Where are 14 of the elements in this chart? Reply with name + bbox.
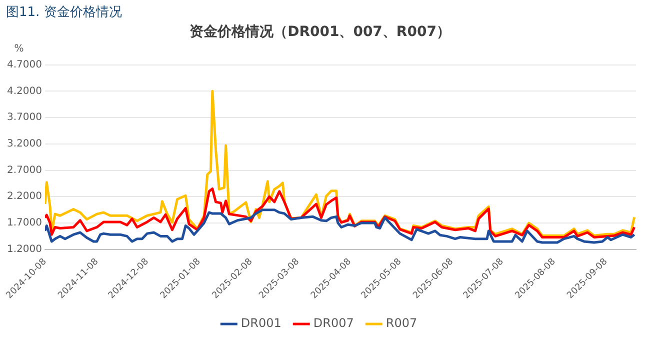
y-tick-label: 1.7000 [6, 218, 42, 229]
y-tick-label: 3.2000 [6, 138, 42, 150]
legend-label: R007 [386, 316, 418, 330]
y-tick-label: 4.2000 [6, 86, 42, 97]
y-axis-title: % [14, 43, 24, 54]
y-tick-label: 2.7000 [6, 164, 42, 176]
y-tick-label: 4.7000 [6, 59, 42, 70]
chart-title: 资金价格情况（DR001、007、R007） [190, 24, 450, 40]
y-tick-label: 1.2000 [6, 244, 42, 255]
legend-label: DR007 [313, 316, 354, 330]
y-tick-label: 3.7000 [6, 112, 42, 124]
y-tick-label: 2.2000 [6, 191, 42, 202]
caption: 图11. 资金价格情况 [5, 4, 123, 22]
legend-label: DR001 [240, 316, 282, 330]
